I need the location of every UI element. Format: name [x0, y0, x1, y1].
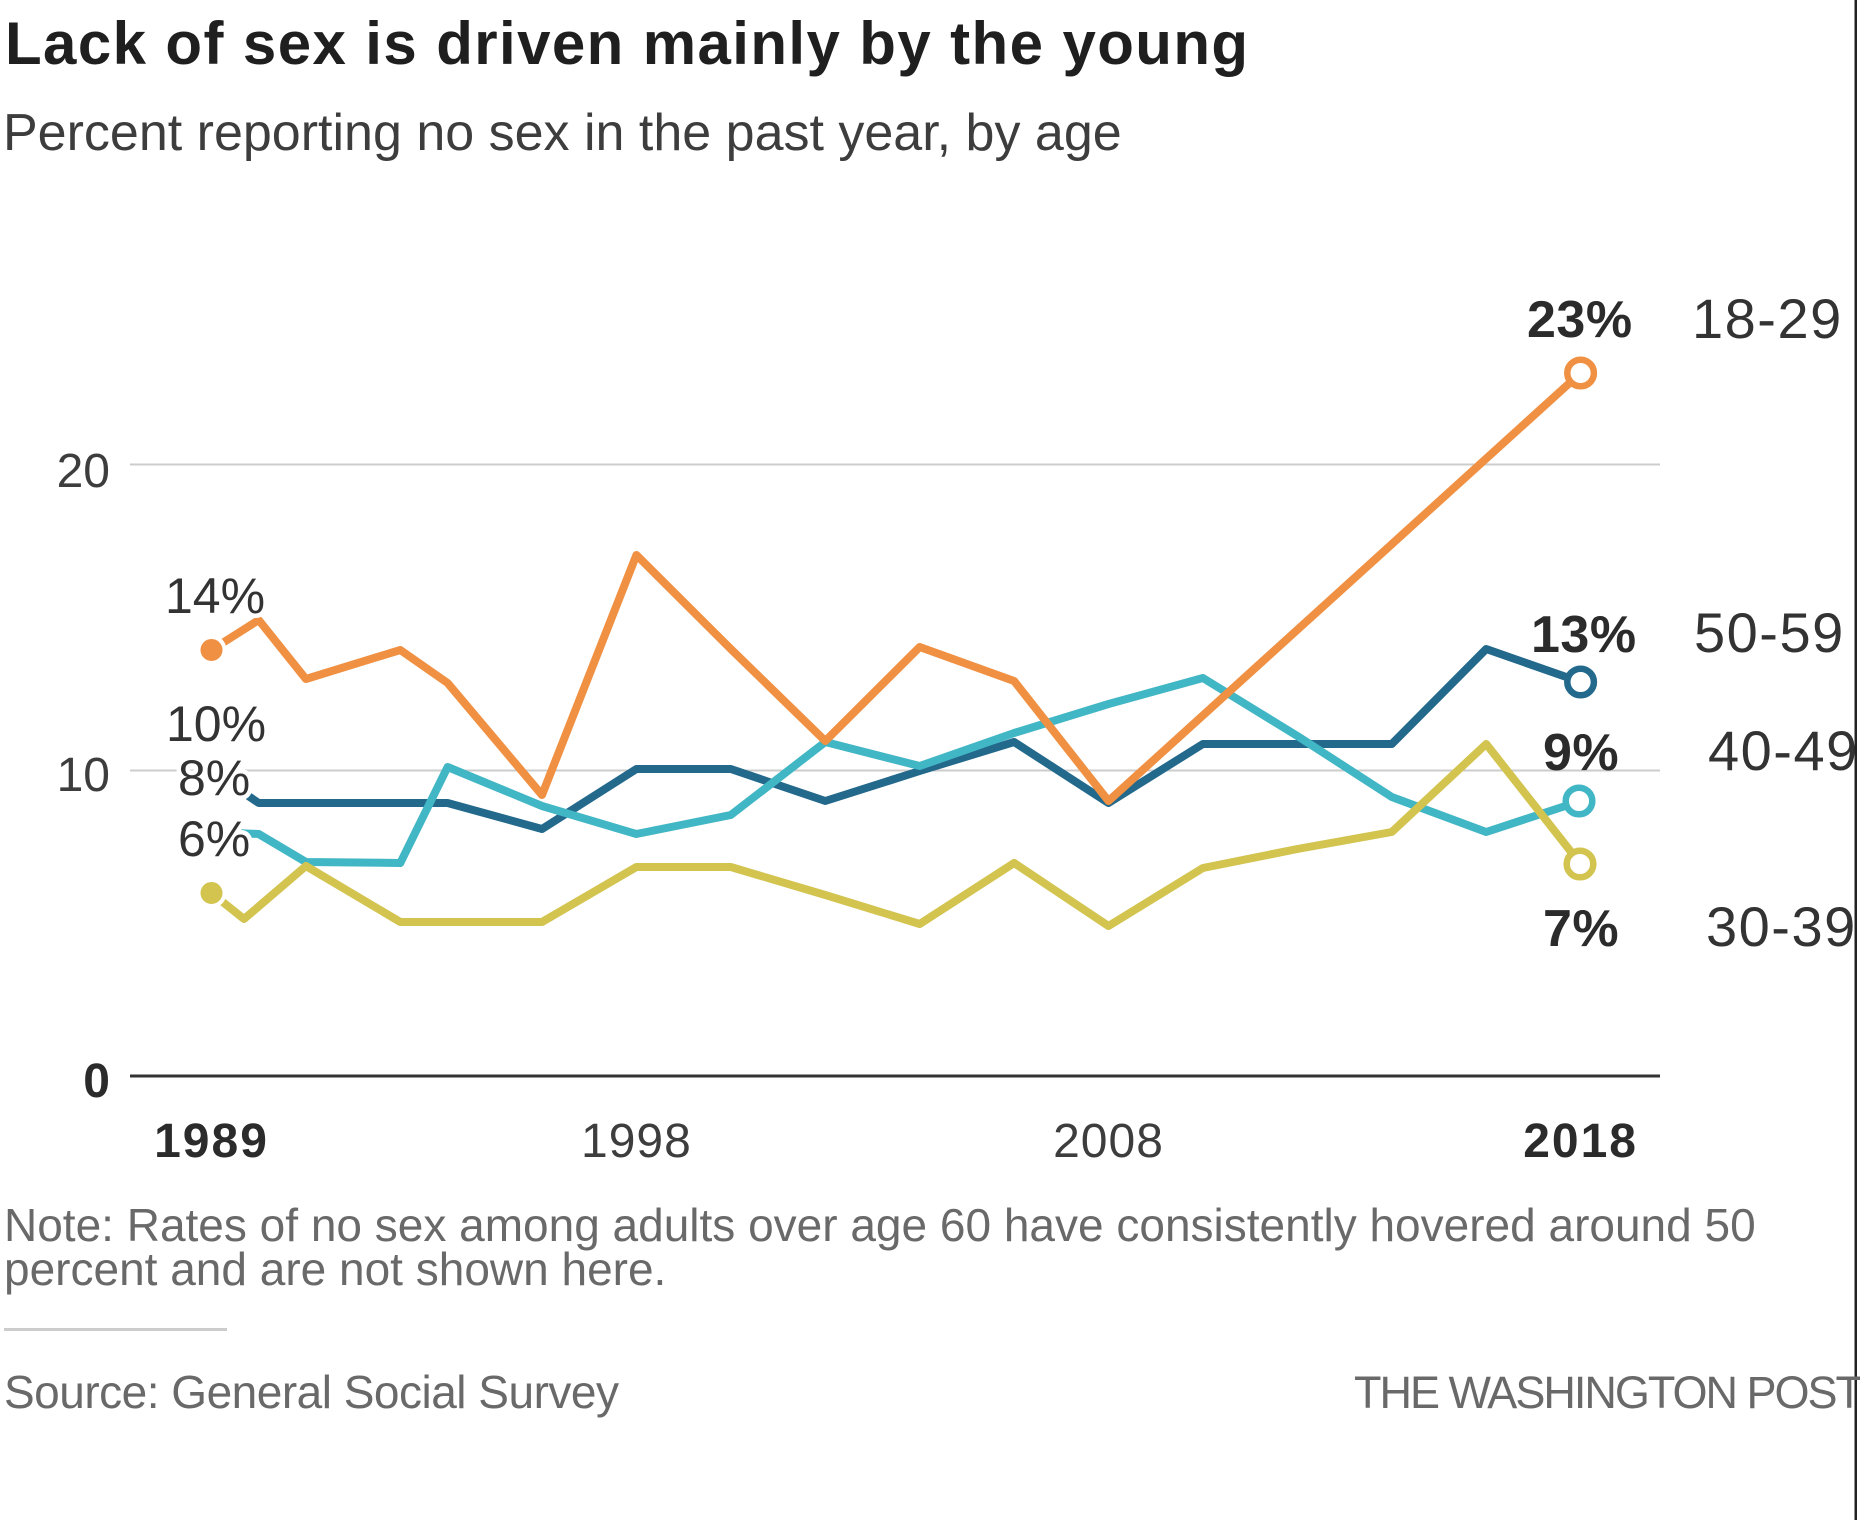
svg-text:Lack of sex is driven mainly b: Lack of sex is driven mainly by the youn… [5, 10, 1249, 77]
svg-text:Source: General Social Survey: Source: General Social Survey [4, 1366, 619, 1418]
svg-text:8%: 8% [178, 750, 250, 806]
svg-text:6%: 6% [178, 811, 250, 867]
svg-text:13%: 13% [1531, 606, 1637, 664]
svg-text:0: 0 [83, 1055, 110, 1108]
svg-text:10: 10 [57, 749, 110, 802]
svg-text:30-39: 30-39 [1706, 895, 1857, 958]
svg-text:14%: 14% [165, 568, 265, 624]
svg-text:10%: 10% [166, 696, 266, 752]
svg-text:1998: 1998 [581, 1115, 692, 1168]
svg-text:2018: 2018 [1523, 1115, 1638, 1168]
svg-text:7%: 7% [1543, 900, 1619, 958]
svg-text:9%: 9% [1543, 724, 1619, 782]
svg-text:23%: 23% [1527, 291, 1633, 349]
svg-text:40-49: 40-49 [1708, 719, 1859, 782]
svg-text:THE WASHINGTON POST: THE WASHINGTON POST [1354, 1367, 1860, 1418]
svg-text:Note: Rates of no sex among ad: Note: Rates of no sex among adults over … [4, 1199, 1756, 1251]
svg-text:Percent reporting no sex in th: Percent reporting no sex in the past yea… [3, 104, 1122, 162]
svg-text:2008: 2008 [1053, 1115, 1164, 1168]
svg-text:50-59: 50-59 [1694, 601, 1845, 664]
svg-text:20: 20 [57, 445, 110, 498]
svg-text:1989: 1989 [154, 1115, 269, 1168]
svg-text:percent and are not shown here: percent and are not shown here. [4, 1243, 666, 1295]
svg-text:18-29: 18-29 [1692, 287, 1843, 350]
